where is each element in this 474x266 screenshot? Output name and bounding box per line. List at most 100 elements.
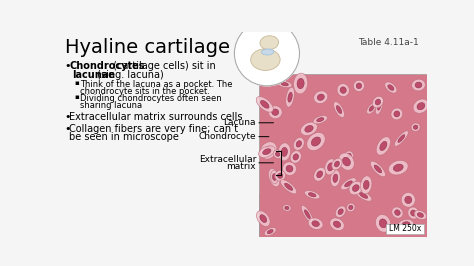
Ellipse shape bbox=[334, 102, 345, 118]
Text: LM 250x: LM 250x bbox=[389, 224, 421, 233]
Ellipse shape bbox=[268, 168, 280, 187]
Text: Think of the lacuna as a pocket. The: Think of the lacuna as a pocket. The bbox=[80, 80, 233, 89]
Ellipse shape bbox=[392, 207, 403, 218]
Text: Extracellular matrix surrounds cells: Extracellular matrix surrounds cells bbox=[69, 112, 243, 122]
Ellipse shape bbox=[398, 219, 414, 229]
Ellipse shape bbox=[414, 210, 427, 220]
Ellipse shape bbox=[354, 80, 365, 92]
Ellipse shape bbox=[401, 193, 415, 207]
Ellipse shape bbox=[343, 157, 350, 166]
Ellipse shape bbox=[345, 181, 352, 187]
Ellipse shape bbox=[317, 118, 324, 122]
Ellipse shape bbox=[278, 143, 291, 161]
Ellipse shape bbox=[311, 137, 320, 146]
Ellipse shape bbox=[375, 214, 391, 232]
Ellipse shape bbox=[373, 96, 383, 108]
Ellipse shape bbox=[413, 99, 429, 113]
Ellipse shape bbox=[262, 49, 274, 55]
Ellipse shape bbox=[413, 125, 418, 129]
Ellipse shape bbox=[345, 151, 354, 160]
Ellipse shape bbox=[261, 101, 269, 108]
Text: (sing. lacuna): (sing. lacuna) bbox=[94, 70, 164, 80]
Ellipse shape bbox=[385, 82, 397, 93]
Ellipse shape bbox=[296, 141, 301, 147]
Ellipse shape bbox=[349, 205, 353, 210]
Ellipse shape bbox=[293, 138, 304, 150]
Ellipse shape bbox=[272, 109, 279, 115]
FancyBboxPatch shape bbox=[259, 74, 427, 237]
Ellipse shape bbox=[313, 115, 328, 124]
Ellipse shape bbox=[288, 92, 292, 102]
Text: Lacuna: Lacuna bbox=[224, 118, 256, 127]
Text: be seen in microscope: be seen in microscope bbox=[69, 132, 179, 142]
Ellipse shape bbox=[251, 49, 280, 70]
Ellipse shape bbox=[285, 206, 289, 210]
Ellipse shape bbox=[346, 203, 355, 212]
Ellipse shape bbox=[277, 173, 283, 178]
Ellipse shape bbox=[379, 219, 387, 228]
Ellipse shape bbox=[340, 87, 346, 93]
Text: sharing lacuna: sharing lacuna bbox=[80, 101, 142, 110]
Ellipse shape bbox=[309, 193, 316, 197]
FancyBboxPatch shape bbox=[259, 32, 427, 74]
Circle shape bbox=[235, 21, 300, 86]
Text: Dividing chondrocytes often seen: Dividing chondrocytes often seen bbox=[80, 94, 222, 103]
Ellipse shape bbox=[369, 106, 374, 111]
Ellipse shape bbox=[260, 215, 267, 223]
FancyBboxPatch shape bbox=[259, 32, 427, 194]
Ellipse shape bbox=[377, 101, 381, 110]
Text: chondrocyte sits in the pocket.: chondrocyte sits in the pocket. bbox=[80, 87, 210, 95]
Ellipse shape bbox=[264, 146, 273, 155]
Ellipse shape bbox=[304, 210, 310, 219]
Ellipse shape bbox=[263, 149, 271, 155]
Ellipse shape bbox=[417, 103, 425, 110]
Ellipse shape bbox=[411, 79, 425, 91]
Ellipse shape bbox=[347, 153, 351, 157]
Ellipse shape bbox=[317, 94, 324, 100]
Ellipse shape bbox=[312, 221, 319, 227]
Ellipse shape bbox=[388, 160, 408, 175]
Ellipse shape bbox=[271, 170, 278, 184]
Ellipse shape bbox=[301, 205, 313, 223]
Ellipse shape bbox=[398, 135, 405, 142]
Ellipse shape bbox=[391, 108, 403, 120]
Ellipse shape bbox=[393, 164, 403, 171]
Ellipse shape bbox=[361, 176, 372, 194]
Ellipse shape bbox=[330, 170, 340, 187]
Ellipse shape bbox=[258, 146, 275, 157]
Ellipse shape bbox=[275, 170, 285, 181]
Ellipse shape bbox=[394, 111, 400, 117]
Ellipse shape bbox=[281, 147, 287, 156]
Ellipse shape bbox=[410, 210, 416, 216]
Ellipse shape bbox=[333, 174, 338, 182]
Ellipse shape bbox=[337, 84, 349, 97]
Ellipse shape bbox=[286, 165, 293, 172]
Ellipse shape bbox=[332, 158, 342, 170]
Ellipse shape bbox=[408, 207, 419, 219]
Ellipse shape bbox=[334, 161, 339, 167]
Ellipse shape bbox=[374, 165, 382, 173]
Ellipse shape bbox=[328, 163, 333, 171]
Text: Hyaline cartilage: Hyaline cartilage bbox=[65, 38, 230, 57]
Ellipse shape bbox=[314, 168, 326, 181]
Ellipse shape bbox=[297, 78, 304, 89]
Ellipse shape bbox=[367, 103, 376, 114]
Ellipse shape bbox=[256, 97, 273, 112]
Ellipse shape bbox=[359, 193, 368, 198]
Ellipse shape bbox=[273, 174, 276, 180]
Ellipse shape bbox=[325, 159, 336, 175]
Text: Chondrocyte: Chondrocyte bbox=[199, 132, 256, 141]
FancyBboxPatch shape bbox=[386, 224, 423, 234]
Ellipse shape bbox=[375, 97, 383, 115]
Ellipse shape bbox=[314, 91, 328, 103]
Ellipse shape bbox=[333, 221, 341, 227]
Text: Chondrocytes: Chondrocytes bbox=[69, 61, 145, 71]
Ellipse shape bbox=[349, 181, 363, 195]
Ellipse shape bbox=[402, 222, 410, 226]
Ellipse shape bbox=[304, 190, 320, 199]
Ellipse shape bbox=[394, 210, 400, 215]
Ellipse shape bbox=[417, 213, 423, 217]
Ellipse shape bbox=[356, 83, 362, 89]
Text: Collagen fibers are very fine; can’t: Collagen fibers are very fine; can’t bbox=[69, 123, 238, 134]
Ellipse shape bbox=[337, 106, 342, 114]
